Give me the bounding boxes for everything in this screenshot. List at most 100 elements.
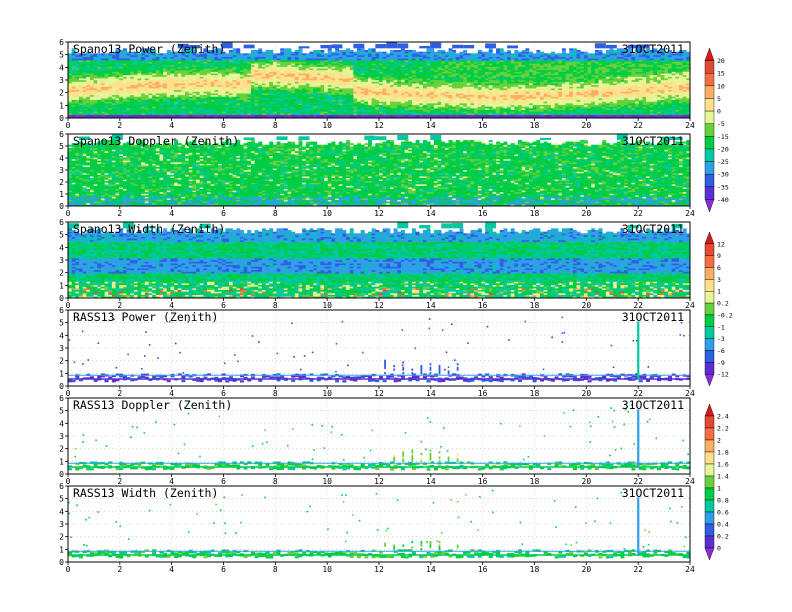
- heatmap-cell: [108, 68, 113, 71]
- heatmap-cell: [119, 86, 124, 89]
- heatmap-cell: [119, 56, 124, 59]
- heatmap-cell: [108, 81, 113, 84]
- heatmap-cell: [100, 61, 105, 64]
- heatmap-cell: [108, 54, 113, 57]
- heatmap-cell: [119, 96, 124, 99]
- heatmap-cell: [89, 99, 94, 102]
- heatmap-cell: [82, 109, 87, 112]
- heatmap-cell: [89, 71, 94, 74]
- heatmap-cell: [108, 53, 113, 56]
- heatmap-cell: [78, 88, 83, 91]
- heatmap-cell: [89, 74, 94, 77]
- heatmap-cell: [68, 86, 72, 89]
- heatmap-cell: [89, 84, 94, 87]
- heatmap-cell: [122, 99, 127, 102]
- heatmap-cell: [111, 76, 116, 79]
- heatmap-cell: [89, 56, 94, 59]
- heatmap-cell: [71, 114, 76, 117]
- heatmap-cell: [71, 59, 76, 62]
- heatmap-cell: [499, 48, 504, 51]
- heatmap-cell: [75, 93, 80, 96]
- heatmap-cell: [78, 74, 83, 77]
- heatmap-cell: [111, 98, 116, 101]
- heatmap-cell: [104, 93, 109, 96]
- heatmap-cell: [78, 63, 83, 66]
- heatmap-cell: [78, 69, 83, 72]
- heatmap-cell: [71, 91, 76, 94]
- heatmap-cell: [86, 108, 91, 111]
- heatmap-cell: [422, 51, 427, 54]
- heatmap-cell: [444, 51, 449, 54]
- heatmap-cell: [93, 88, 98, 91]
- heatmap-cell: [115, 61, 120, 64]
- heatmap-cell: [119, 73, 124, 76]
- heatmap-cell: [75, 109, 80, 112]
- heatmap-cell: [71, 69, 76, 72]
- heatmap-cell: [305, 53, 310, 56]
- heatmap-cell: [115, 108, 120, 111]
- heatmap-cell: [97, 84, 102, 87]
- heatmap-cell: [119, 104, 124, 107]
- heatmap-cell: [126, 108, 131, 111]
- heatmap-cell: [108, 86, 113, 89]
- heatmap-cell: [115, 91, 120, 94]
- heatmap-cell: [68, 93, 72, 96]
- heatmap-cell: [75, 104, 80, 107]
- heatmap-cell: [89, 78, 94, 81]
- heatmap-cell: [82, 96, 87, 99]
- heatmap-cell: [108, 76, 113, 79]
- heatmap-cell: [75, 81, 80, 84]
- heatmap-cell: [470, 53, 475, 56]
- heatmap-cell: [71, 63, 76, 66]
- heatmap-cell: [97, 96, 102, 99]
- heatmap-cell: [75, 88, 80, 91]
- heatmap-cell: [93, 58, 98, 61]
- heatmap-cell: [111, 81, 116, 84]
- heatmap-cell: [108, 89, 113, 92]
- heatmap-cell: [104, 68, 109, 71]
- heatmap-cell: [115, 83, 120, 86]
- heatmap-cell: [97, 58, 102, 61]
- heatmap-cell: [97, 89, 102, 92]
- heatmap-cell: [93, 71, 98, 74]
- heatmap-cell: [78, 58, 83, 61]
- heatmap-cell: [474, 53, 479, 56]
- heatmap-cell: [100, 79, 105, 82]
- heatmap-cell: [430, 48, 435, 51]
- heatmap-cell: [100, 93, 105, 96]
- heatmap-cell: [100, 88, 105, 91]
- heatmap-cell: [93, 84, 98, 87]
- heatmap-cell: [71, 84, 76, 87]
- heatmap-cell: [97, 76, 102, 79]
- heatmap-cell: [360, 48, 365, 51]
- heatmap-cell: [269, 49, 274, 52]
- heatmap-cell: [122, 88, 127, 91]
- heatmap-cell: [111, 53, 116, 56]
- heatmap-cell: [100, 101, 105, 104]
- heatmap-cell: [78, 78, 83, 81]
- heatmap-cell: [68, 84, 72, 87]
- heatmap-cell: [82, 53, 87, 56]
- heatmap-cell: [78, 89, 83, 92]
- heatmap-cell: [485, 51, 490, 54]
- heatmap-cell: [75, 56, 80, 59]
- heatmap-cell: [104, 109, 109, 112]
- heatmap-cell: [68, 66, 72, 69]
- heatmap-cell: [115, 58, 120, 61]
- heatmap-cell: [108, 79, 113, 82]
- heatmap-cell: [82, 61, 87, 64]
- heatmap-cell: [97, 56, 102, 59]
- heatmap-cell: [126, 113, 131, 115]
- heatmap-cell: [75, 74, 80, 77]
- heatmap-cell: [93, 104, 98, 107]
- heatmap-cell: [111, 74, 116, 77]
- heatmap-cell: [111, 116, 116, 119]
- heatmap-cell: [108, 113, 113, 115]
- heatmap-cell: [122, 63, 127, 66]
- heatmap-cell: [78, 84, 83, 87]
- heatmap-cell: [276, 53, 281, 56]
- heatmap-cell: [86, 109, 91, 112]
- heatmap-cell: [119, 114, 124, 117]
- heatmap-cell: [111, 88, 116, 91]
- heatmap-cell: [71, 73, 76, 76]
